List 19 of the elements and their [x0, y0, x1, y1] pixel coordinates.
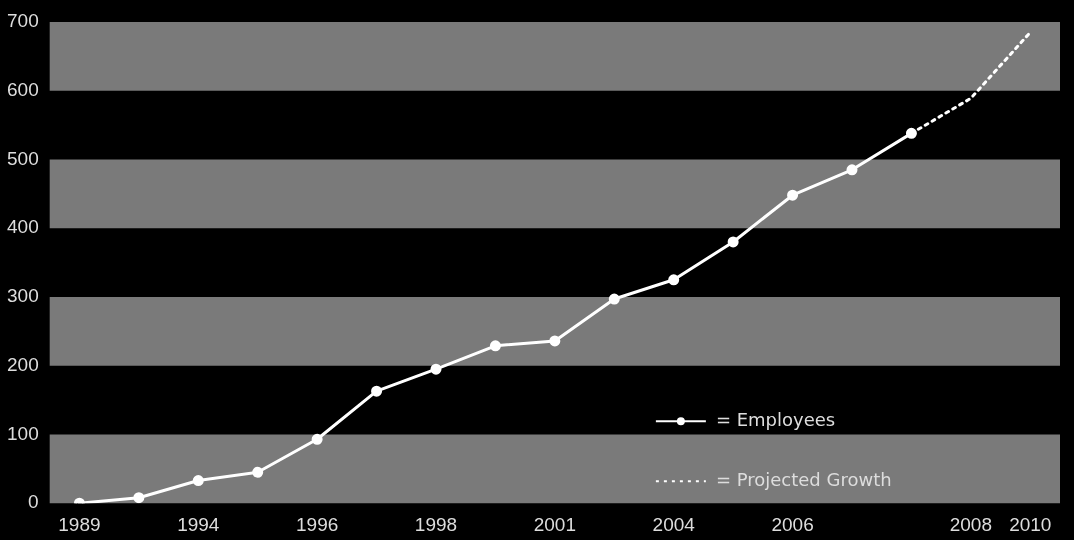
x-tick-label: 2006 [771, 513, 814, 535]
x-tick-label: 1996 [295, 513, 339, 535]
x-tick-label: 1994 [177, 513, 220, 535]
y-tick-label: 600 [7, 78, 39, 100]
legend-label: = Projected Growth [715, 468, 892, 490]
y-tick-label: 700 [7, 10, 39, 32]
y-tick-label: 300 [7, 285, 39, 307]
x-tick-label: 1989 [58, 513, 101, 535]
x-tick-label: 1998 [414, 513, 458, 535]
y-tick-label: 400 [7, 216, 39, 238]
x-tick-label: 2004 [652, 513, 696, 535]
y-tick-label: 500 [7, 147, 39, 169]
legend-label: = Employees [715, 408, 836, 430]
y-tick-label: 100 [7, 422, 39, 444]
x-tick-label: 2001 [533, 513, 576, 535]
y-tick-label: 0 [28, 491, 39, 513]
y-tick-label: 200 [7, 353, 39, 375]
x-tick-label: 2008 [949, 513, 992, 535]
x-tick-label: 2010 [1009, 513, 1052, 535]
